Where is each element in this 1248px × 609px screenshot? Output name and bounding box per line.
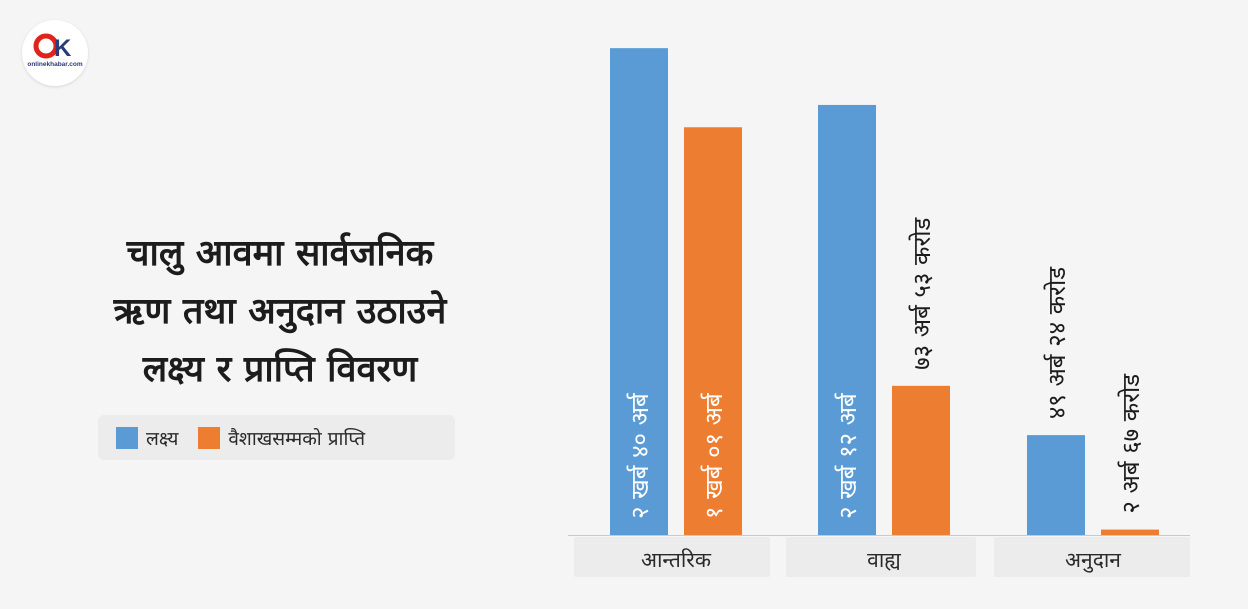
data-label-target-0: २ खर्ब ४० अर्ब bbox=[626, 392, 654, 519]
title-line-1: चालु आवमा सार्वजनिक bbox=[126, 233, 434, 274]
title-line-2: ऋण तथा अनुदान उठाउने bbox=[113, 291, 447, 332]
data-label-target-1: २ खर्ब १२ अर्ब bbox=[834, 392, 862, 519]
legend-item-target: लक्ष्य bbox=[116, 425, 178, 451]
legend-item-achievement: वैशाखसम्मको प्राप्ति bbox=[198, 425, 365, 451]
bar-achievement-2 bbox=[1101, 529, 1159, 535]
legend-swatch-target bbox=[116, 426, 138, 449]
legend-swatch-achievement bbox=[198, 426, 221, 449]
bar-target-2 bbox=[1027, 435, 1085, 535]
svg-text:K: K bbox=[54, 35, 72, 62]
bar-target-1 bbox=[818, 104, 876, 535]
legend-label-achievement: वैशाखसम्मको प्राप्ति bbox=[228, 427, 366, 450]
bar-achievement-1 bbox=[892, 385, 950, 535]
category-band-2 bbox=[994, 537, 1190, 577]
chart-legend: लक्ष्य वैशाखसम्मको प्राप्ति bbox=[98, 415, 455, 460]
chart-title: चालु आवमा सार्वजनिक ऋण तथा अनुदान उठाउने… bbox=[70, 225, 490, 399]
data-label-achievement-2: २ अर्ब ६७ करोड bbox=[1117, 373, 1145, 514]
data-label-achievement-1: ७३ अर्ब ५३ करोड bbox=[908, 217, 936, 370]
data-label-achievement-0: १ खर्ब ०१ अर्ब bbox=[700, 392, 728, 519]
logo-subtext: onlinekhabar.com bbox=[27, 61, 83, 68]
title-line-3: लक्ष्य र प्राप्ति विवरण bbox=[142, 349, 418, 390]
data-label-target-2: ४९ अर्ब २४ करोड bbox=[1043, 266, 1071, 419]
bar-achievement-0 bbox=[684, 127, 742, 535]
category-band-1 bbox=[786, 537, 976, 577]
category-label-0: आन्तरिक bbox=[641, 548, 712, 572]
legend-label-target: लक्ष्य bbox=[146, 427, 179, 450]
category-label-1: वाह्य bbox=[867, 548, 901, 572]
category-band-0 bbox=[574, 537, 770, 577]
bar-target-0 bbox=[610, 48, 668, 536]
onlinekhabar-logo: K onlinekhabar.com bbox=[22, 20, 88, 86]
category-label-2: अनुदान bbox=[1065, 548, 1121, 573]
